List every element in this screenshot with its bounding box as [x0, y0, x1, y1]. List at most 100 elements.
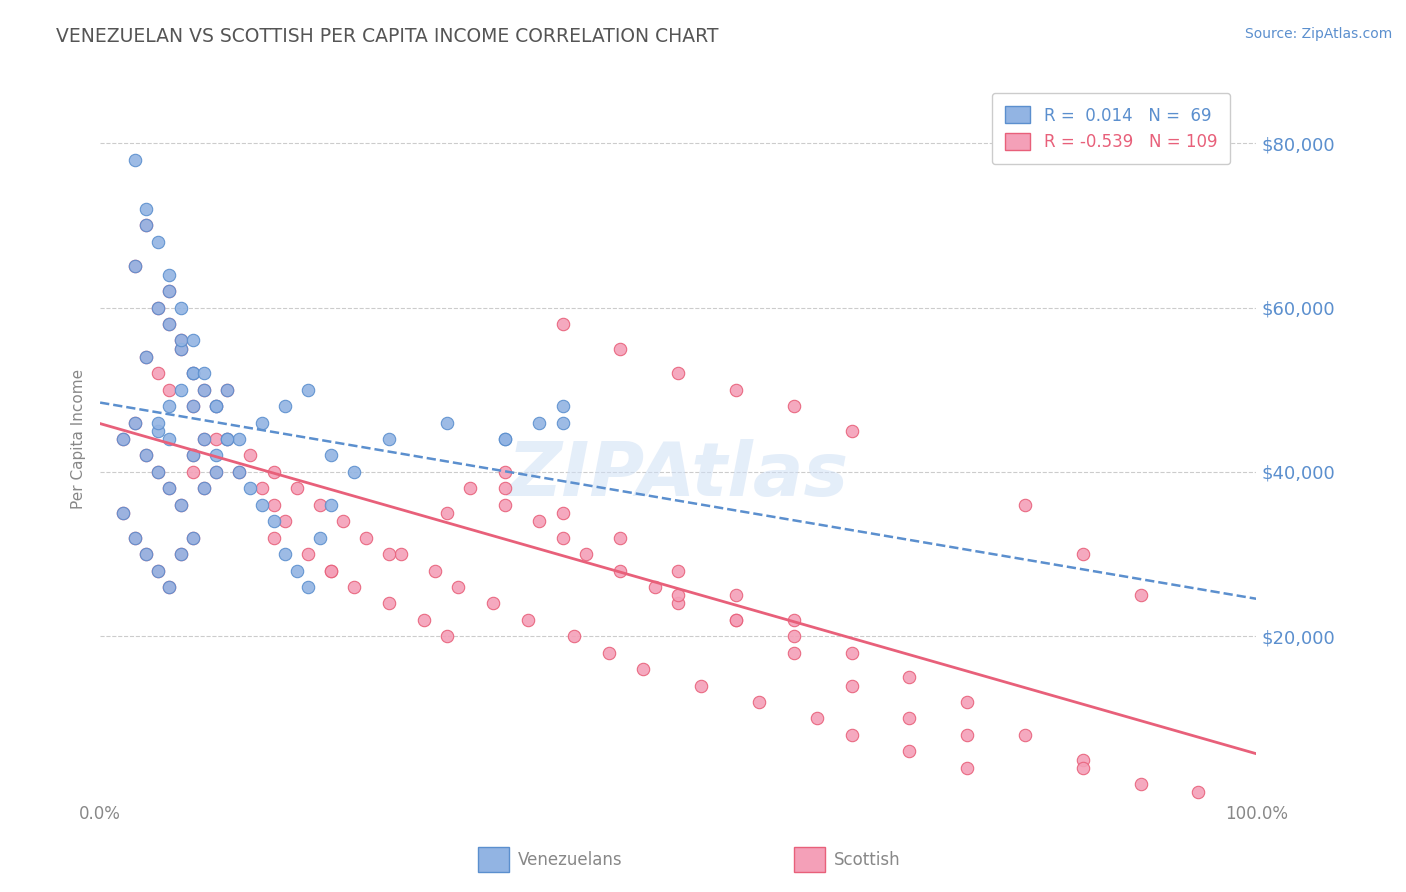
- Point: [146, 301, 169, 315]
- Point: [274, 399, 297, 413]
- Point: [841, 646, 863, 660]
- Point: [204, 399, 226, 413]
- Point: [666, 564, 689, 578]
- Point: [135, 350, 157, 364]
- Point: [159, 317, 181, 331]
- Point: [170, 383, 193, 397]
- Point: [250, 498, 273, 512]
- Point: [1014, 728, 1036, 742]
- Point: [494, 481, 516, 495]
- Point: [193, 481, 215, 495]
- Point: [181, 465, 204, 479]
- Point: [529, 416, 551, 430]
- Point: [436, 629, 458, 643]
- Point: [378, 432, 401, 446]
- Point: [146, 301, 169, 315]
- Point: [181, 449, 204, 463]
- Point: [598, 646, 620, 660]
- Point: [274, 514, 297, 528]
- Point: [170, 498, 193, 512]
- Point: [343, 465, 366, 479]
- Point: [146, 424, 169, 438]
- Point: [263, 514, 285, 528]
- Point: [956, 761, 979, 775]
- Point: [124, 260, 146, 274]
- Point: [170, 342, 193, 356]
- Point: [783, 613, 806, 627]
- Point: [783, 646, 806, 660]
- Point: [321, 449, 343, 463]
- Point: [159, 284, 181, 298]
- Point: [204, 399, 226, 413]
- Point: [956, 695, 979, 709]
- Point: [297, 580, 319, 594]
- Point: [494, 432, 516, 446]
- Point: [112, 506, 135, 520]
- Point: [378, 596, 401, 610]
- Point: [551, 399, 574, 413]
- Point: [112, 432, 135, 446]
- Point: [412, 613, 434, 627]
- Point: [724, 613, 747, 627]
- Point: [170, 498, 193, 512]
- Point: [135, 219, 157, 233]
- Point: [250, 416, 273, 430]
- Point: [124, 260, 146, 274]
- Point: [217, 383, 239, 397]
- Point: [112, 506, 135, 520]
- Point: [159, 580, 181, 594]
- Point: [159, 383, 181, 397]
- Point: [297, 383, 319, 397]
- Point: [217, 432, 239, 446]
- Point: [170, 547, 193, 561]
- Point: [841, 679, 863, 693]
- Point: [285, 564, 308, 578]
- Point: [724, 588, 747, 602]
- Point: [146, 564, 169, 578]
- Point: [135, 547, 157, 561]
- Point: [263, 498, 285, 512]
- Point: [159, 481, 181, 495]
- Point: [551, 317, 574, 331]
- Point: [494, 498, 516, 512]
- Point: [135, 449, 157, 463]
- Point: [494, 465, 516, 479]
- Point: [124, 531, 146, 545]
- Point: [436, 506, 458, 520]
- Point: [181, 531, 204, 545]
- Point: [135, 202, 157, 216]
- Point: [956, 728, 979, 742]
- Point: [228, 432, 250, 446]
- Point: [308, 498, 330, 512]
- Point: [159, 399, 181, 413]
- Point: [321, 564, 343, 578]
- Point: [170, 334, 193, 348]
- Point: [389, 547, 412, 561]
- Point: [354, 531, 377, 545]
- Point: [1071, 752, 1094, 766]
- Point: [783, 399, 806, 413]
- Point: [124, 416, 146, 430]
- Point: [690, 679, 713, 693]
- Point: [159, 268, 181, 282]
- Point: [124, 531, 146, 545]
- Point: [181, 366, 204, 380]
- Point: [135, 547, 157, 561]
- Point: [146, 465, 169, 479]
- Point: [112, 432, 135, 446]
- Point: [228, 465, 250, 479]
- Point: [170, 301, 193, 315]
- Point: [806, 711, 828, 725]
- Point: [217, 432, 239, 446]
- Point: [146, 564, 169, 578]
- Point: [204, 449, 226, 463]
- Point: [308, 531, 330, 545]
- Point: [436, 416, 458, 430]
- Point: [562, 629, 585, 643]
- Point: [193, 432, 215, 446]
- Point: [159, 432, 181, 446]
- Point: [146, 416, 169, 430]
- Legend: R =  0.014   N =  69, R = -0.539   N = 109: R = 0.014 N = 69, R = -0.539 N = 109: [993, 93, 1230, 164]
- Point: [274, 547, 297, 561]
- Point: [250, 481, 273, 495]
